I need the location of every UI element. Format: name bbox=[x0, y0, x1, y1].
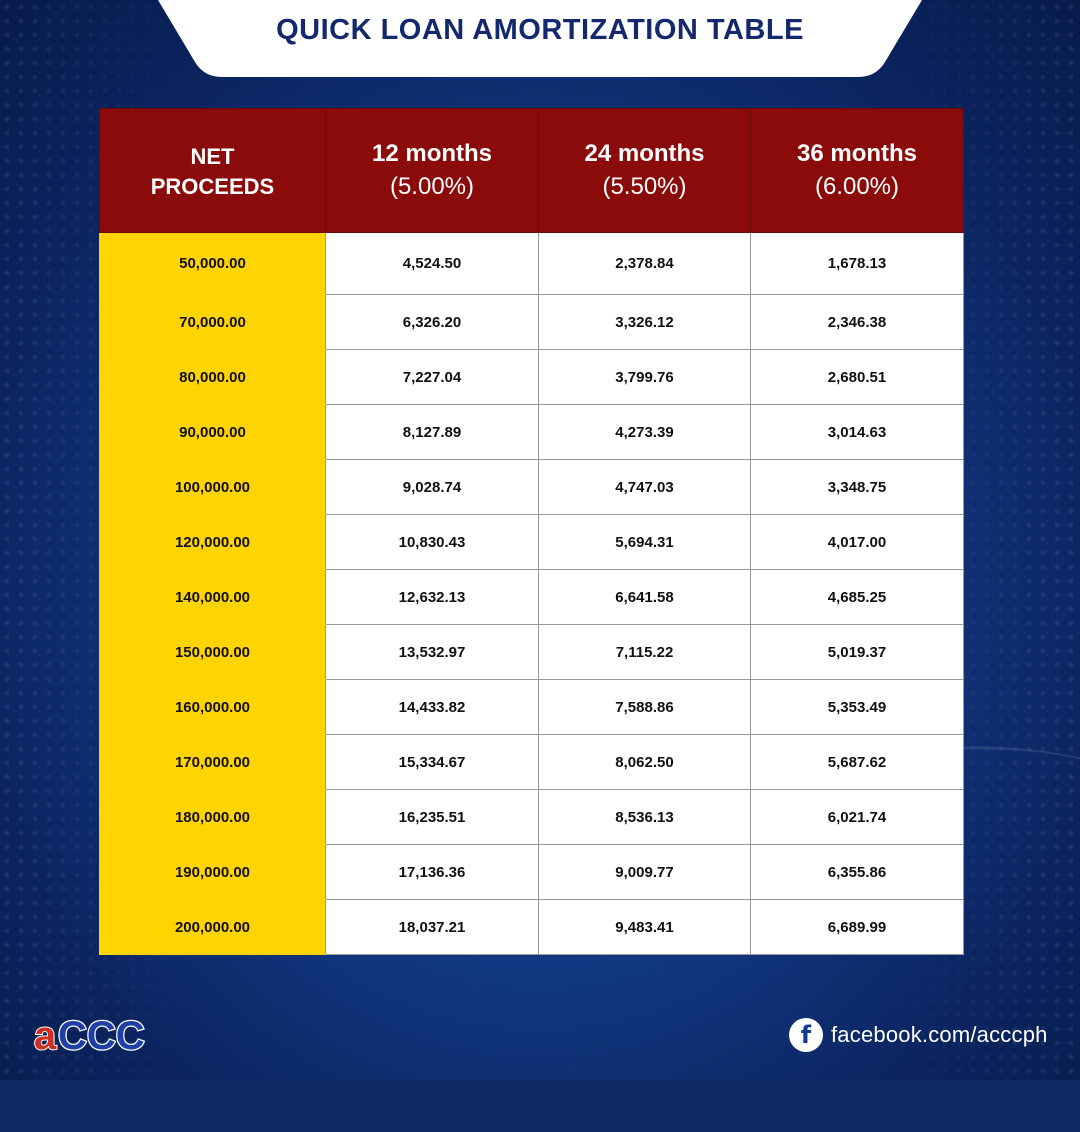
net-proceeds-cell: 120,000.00 bbox=[99, 514, 326, 570]
net-proceeds-cell: 100,000.00 bbox=[99, 459, 326, 515]
amortization-24m-cell: 4,273.39 bbox=[538, 404, 751, 460]
amortization-12m-cell: 4,524.50 bbox=[325, 232, 539, 295]
amortization-12m-cell: 14,433.82 bbox=[325, 679, 539, 735]
header-term-rate: (5.50%) bbox=[602, 172, 687, 200]
header-net-proceeds: NET PROCEEDS bbox=[99, 108, 326, 233]
title-banner-shape bbox=[158, 0, 922, 77]
svg-text:a: a bbox=[34, 1014, 57, 1055]
amortization-36m-cell: 1,678.13 bbox=[750, 232, 964, 295]
amortization-36m-cell: 6,689.99 bbox=[750, 899, 964, 955]
net-proceeds-cell: 170,000.00 bbox=[99, 734, 326, 790]
header-net-proceeds-line1: NET bbox=[190, 143, 235, 169]
table-row: 150,000.00 13,532.97 7,115.22 5,019.37 bbox=[99, 624, 964, 680]
amortization-36m-cell: 6,355.86 bbox=[750, 844, 964, 900]
amortization-24m-cell: 8,062.50 bbox=[538, 734, 751, 790]
title-banner: QUICK LOAN AMORTIZATION TABLE bbox=[0, 0, 1080, 80]
header-term-label: 24 months bbox=[584, 139, 705, 167]
amortization-36m-cell: 5,353.49 bbox=[750, 679, 964, 735]
amortization-24m-cell: 9,009.77 bbox=[538, 844, 751, 900]
page-title: QUICK LOAN AMORTIZATION TABLE bbox=[276, 14, 804, 46]
table-row: 200,000.00 18,037.21 9,483.41 6,689.99 bbox=[99, 899, 964, 955]
social-text: facebook.com/acccph bbox=[831, 1022, 1048, 1047]
amortization-36m-cell: 2,680.51 bbox=[750, 349, 964, 405]
net-proceeds-cell: 180,000.00 bbox=[99, 789, 326, 845]
amortization-36m-cell: 5,687.62 bbox=[750, 734, 964, 790]
svg-text:a: a bbox=[34, 1014, 57, 1055]
amortization-12m-cell: 10,830.43 bbox=[325, 514, 539, 570]
header-term-12: 12 months (5.00%) bbox=[325, 108, 539, 233]
amortization-24m-cell: 9,483.41 bbox=[538, 899, 751, 955]
table-row: 100,000.00 9,028.74 4,747.03 3,348.75 bbox=[99, 459, 964, 515]
amortization-12m-cell: 16,235.51 bbox=[325, 789, 539, 845]
amortization-24m-cell: 6,641.58 bbox=[538, 569, 751, 625]
amortization-36m-cell: 4,017.00 bbox=[750, 514, 964, 570]
svg-text:CCC: CCC bbox=[58, 1014, 145, 1055]
table-row: 80,000.00 7,227.04 3,799.76 2,680.51 bbox=[99, 349, 964, 405]
amortization-24m-cell: 7,588.86 bbox=[538, 679, 751, 735]
amortization-24m-cell: 5,694.31 bbox=[538, 514, 751, 570]
amortization-12m-cell: 12,632.13 bbox=[325, 569, 539, 625]
header-term-rate: (6.00%) bbox=[814, 172, 900, 200]
table-header-row: NET PROCEEDS 12 months (5.00%) 24 months… bbox=[99, 108, 964, 233]
net-proceeds-cell: 80,000.00 bbox=[99, 349, 326, 405]
amortization-24m-cell: 3,326.12 bbox=[538, 294, 751, 350]
header-term-rate: (5.00%) bbox=[389, 172, 475, 200]
amortization-36m-cell: 2,346.38 bbox=[750, 294, 964, 350]
amortization-24m-cell: 2,378.84 bbox=[538, 232, 751, 295]
amortization-36m-cell: 4,685.25 bbox=[750, 569, 964, 625]
table-row: 190,000.00 17,136.36 9,009.77 6,355.86 bbox=[99, 844, 964, 900]
net-proceeds-cell: 90,000.00 bbox=[99, 404, 326, 460]
facebook-icon: f bbox=[789, 1018, 823, 1052]
amortization-12m-cell: 17,136.36 bbox=[325, 844, 539, 900]
amortization-12m-cell: 7,227.04 bbox=[325, 349, 539, 405]
table-row: 170,000.00 15,334.67 8,062.50 5,687.62 bbox=[99, 734, 964, 790]
table-row: 180,000.00 16,235.51 8,536.13 6,021.74 bbox=[99, 789, 964, 845]
net-proceeds-cell: 140,000.00 bbox=[99, 569, 326, 625]
amortization-12m-cell: 9,028.74 bbox=[325, 459, 539, 515]
amortization-12m-cell: 13,532.97 bbox=[325, 624, 539, 680]
header-term-36: 36 months (6.00%) bbox=[750, 108, 964, 233]
header-net-proceeds-line2: PROCEEDS bbox=[150, 173, 275, 199]
amortization-36m-cell: 3,348.75 bbox=[750, 459, 964, 515]
amortization-36m-cell: 5,019.37 bbox=[750, 624, 964, 680]
table-row: 120,000.00 10,830.43 5,694.31 4,017.00 bbox=[99, 514, 964, 570]
table-row: 160,000.00 14,433.82 7,588.86 5,353.49 bbox=[99, 679, 964, 735]
header-term-24: 24 months (5.50%) bbox=[538, 108, 751, 233]
net-proceeds-cell: 200,000.00 bbox=[99, 899, 326, 955]
amortization-36m-cell: 6,021.74 bbox=[750, 789, 964, 845]
amortization-12m-cell: 8,127.89 bbox=[325, 404, 539, 460]
amortization-12m-cell: 15,334.67 bbox=[325, 734, 539, 790]
table-row: 90,000.00 8,127.89 4,273.39 3,014.63 bbox=[99, 404, 964, 460]
amortization-table: NET PROCEEDS 12 months (5.00%) 24 months… bbox=[99, 108, 964, 955]
amortization-24m-cell: 7,115.22 bbox=[538, 624, 751, 680]
header-term-label: 36 months bbox=[796, 139, 918, 167]
amortization-24m-cell: 3,799.76 bbox=[538, 349, 751, 405]
amortization-24m-cell: 4,747.03 bbox=[538, 459, 751, 515]
accc-logo: a a CCC bbox=[33, 1013, 146, 1055]
net-proceeds-cell: 160,000.00 bbox=[99, 679, 326, 735]
amortization-12m-cell: 18,037.21 bbox=[325, 899, 539, 955]
amortization-12m-cell: 6,326.20 bbox=[325, 294, 539, 350]
net-proceeds-cell: 70,000.00 bbox=[99, 294, 326, 350]
net-proceeds-cell: 190,000.00 bbox=[99, 844, 326, 900]
table-row: 70,000.00 6,326.20 3,326.12 2,346.38 bbox=[99, 294, 964, 350]
amortization-36m-cell: 3,014.63 bbox=[750, 404, 964, 460]
header-term-label: 12 months bbox=[371, 139, 493, 167]
net-proceeds-cell: 150,000.00 bbox=[99, 624, 326, 680]
table-row: 140,000.00 12,632.13 6,641.58 4,685.25 bbox=[99, 569, 964, 625]
amortization-24m-cell: 8,536.13 bbox=[538, 789, 751, 845]
net-proceeds-cell: 50,000.00 bbox=[99, 232, 326, 295]
table-row: 50,000.00 4,524.50 2,378.84 1,678.13 bbox=[99, 232, 964, 295]
social-link[interactable]: f facebook.com/acccph bbox=[789, 1017, 1048, 1053]
